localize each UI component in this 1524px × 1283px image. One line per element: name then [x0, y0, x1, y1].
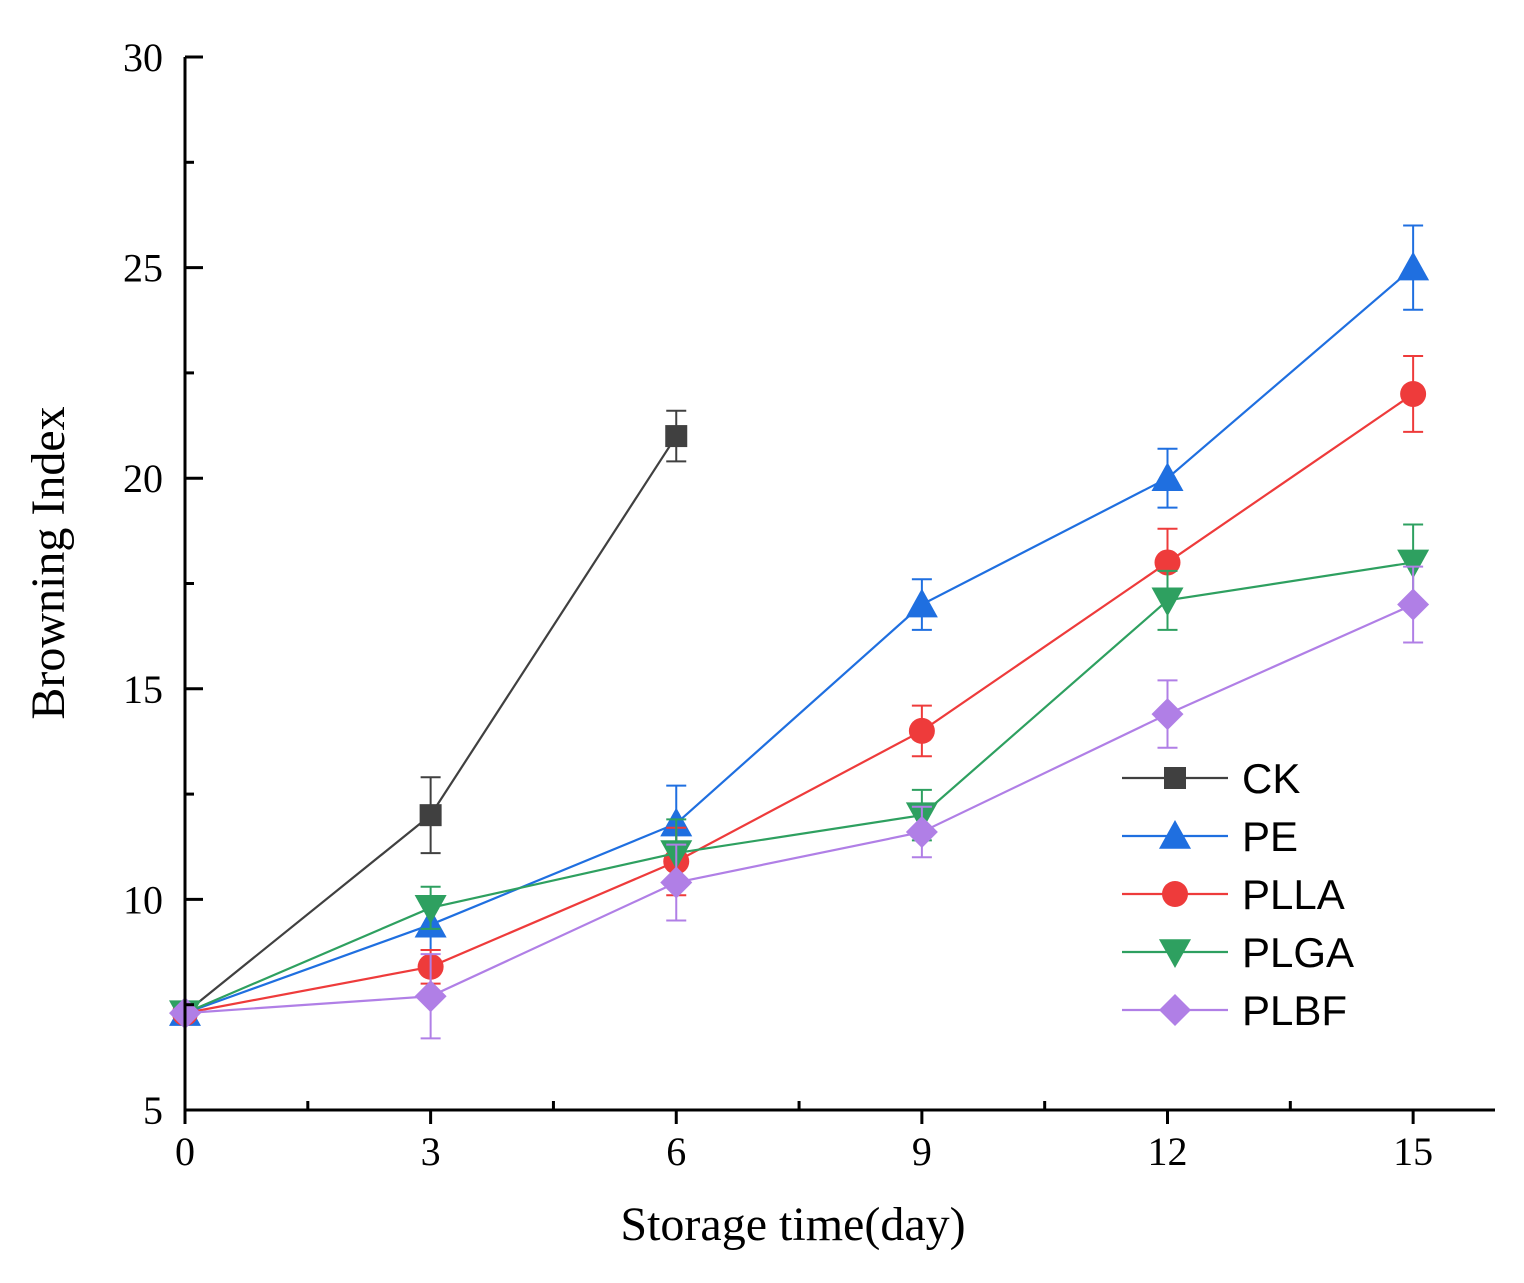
legend-marker-pe: [1159, 820, 1191, 849]
legend-label-ck: CK: [1242, 755, 1300, 802]
legend-label-plga: PLGA: [1242, 929, 1354, 976]
legend-label-plbf: PLBF: [1242, 987, 1347, 1034]
x-tick-label: 6: [666, 1129, 686, 1174]
series-pe: [169, 224, 1430, 1026]
data-point-plbf: [1397, 588, 1430, 621]
legend-item-plga: PLGA: [1122, 929, 1354, 976]
data-point-plbf: [414, 980, 447, 1013]
series-line-plbf: [184, 603, 1414, 1015]
series-line-plla: [184, 393, 1414, 1015]
series-line-pe: [184, 266, 1414, 1015]
y-tick-label: 20: [123, 456, 163, 501]
legend-item-ck: CK: [1122, 755, 1300, 802]
legend: CK PE PLLA PLGA PLBF: [1122, 755, 1354, 1034]
legend-label-plla: PLLA: [1242, 871, 1345, 918]
x-tick-label: 12: [1148, 1129, 1188, 1174]
series-plla: [172, 355, 1427, 1027]
x-tick-label: 15: [1393, 1129, 1433, 1174]
legend-item-plbf: PLBF: [1122, 987, 1347, 1034]
legend-marker-plbf: [1159, 994, 1191, 1026]
data-point-pe: [905, 588, 938, 618]
data-point-pe: [1397, 251, 1430, 281]
data-point-ck: [665, 425, 688, 448]
data-point-plga: [1151, 587, 1184, 617]
plot-layer: [169, 224, 1430, 1040]
data-point-plga: [414, 895, 447, 924]
data-point-plga: [1397, 549, 1430, 579]
x-tick-label: 3: [421, 1129, 441, 1174]
data-point-plbf: [660, 866, 693, 899]
legend-marker-plga: [1159, 939, 1191, 968]
y-tick-label: 10: [123, 877, 163, 922]
x-tick-label: 0: [175, 1129, 195, 1174]
legend-label-pe: PE: [1242, 813, 1298, 860]
data-point-pe: [1151, 462, 1184, 491]
data-point-plbf: [1151, 698, 1184, 731]
series-plga: [169, 523, 1430, 1030]
axes-layer: 0 3 6 9 12 15 5 10 15 20 25 30: [123, 35, 1495, 1174]
data-point-plla: [1154, 549, 1181, 576]
data-point-plla: [908, 717, 935, 744]
data-point-plla: [1400, 380, 1427, 407]
y-tick-label: 25: [123, 246, 163, 291]
data-point-ck: [419, 804, 442, 827]
series-plbf: [169, 565, 1430, 1040]
legend-marker-plla: [1162, 881, 1188, 907]
x-tick-label: 9: [912, 1129, 932, 1174]
y-tick-label: 30: [123, 35, 163, 80]
y-tick-label: 5: [143, 1088, 163, 1133]
legend-marker-ck: [1164, 767, 1186, 789]
legend-item-plla: PLLA: [1122, 871, 1345, 918]
series-line-plga: [184, 561, 1414, 1015]
y-tick-label: 15: [123, 667, 163, 712]
legend-item-pe: PE: [1122, 813, 1298, 860]
y-axis-label: Browning Index: [22, 406, 75, 719]
data-point-plbf: [905, 816, 938, 849]
x-axis-label: Storage time(day): [620, 1198, 965, 1251]
